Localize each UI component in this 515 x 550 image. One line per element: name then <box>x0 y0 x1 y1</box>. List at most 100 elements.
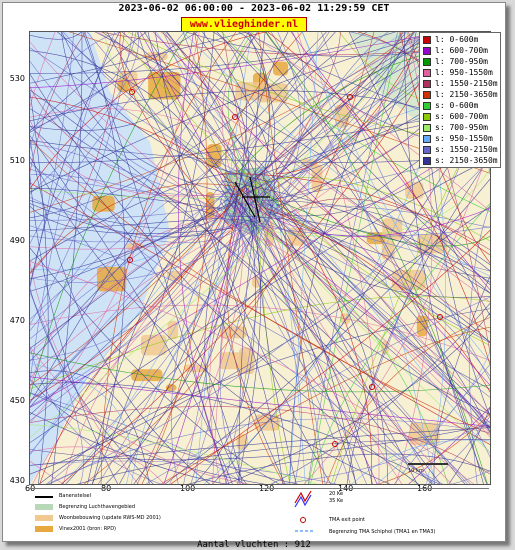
flight-track <box>30 189 225 361</box>
flight-track <box>147 32 236 212</box>
flight-track <box>30 47 276 199</box>
flight-track <box>30 32 330 403</box>
flight-track <box>30 130 490 408</box>
flight-track <box>226 312 490 484</box>
flight-track <box>170 202 231 484</box>
legend-label: l: 950-1550m <box>435 68 493 77</box>
key-swatch <box>35 515 53 521</box>
flight-track <box>141 32 208 484</box>
legend-swatch <box>423 68 431 77</box>
flight-track <box>30 139 490 435</box>
legend-label: l: 600-700m <box>435 46 488 55</box>
key-swatch <box>35 504 53 510</box>
flight-track <box>268 168 490 238</box>
flight-count: Aantal vluchten : 912 <box>197 540 311 550</box>
flight-track <box>212 32 247 223</box>
tma-exit-point <box>232 114 238 120</box>
tma-exit-points <box>127 89 443 447</box>
flight-track <box>97 175 276 484</box>
flight-track <box>252 32 404 181</box>
flight-track <box>320 32 490 381</box>
flight-track <box>136 183 250 484</box>
legend-item: s: 600-700m <box>420 111 500 122</box>
key-swatch <box>35 496 53 498</box>
flight-track <box>229 203 490 424</box>
flight-track <box>262 178 372 484</box>
flight-track <box>30 226 259 283</box>
flight-track <box>30 206 490 475</box>
flight-track <box>289 32 319 484</box>
flight-track <box>209 231 260 484</box>
flight-track <box>106 32 284 484</box>
flight-track <box>30 32 198 133</box>
legend-swatch <box>423 90 431 99</box>
url-badge[interactable]: www.vlieghinder.nl <box>181 17 307 32</box>
flight-track <box>232 198 433 484</box>
scale-bar-line <box>408 463 448 465</box>
flight-track <box>30 135 233 484</box>
flight-track <box>193 184 256 484</box>
flight-track <box>30 32 185 245</box>
flight-track <box>30 32 445 89</box>
flight-track <box>234 176 490 242</box>
flight-track <box>30 261 475 484</box>
flight-track <box>30 225 471 484</box>
flight-track <box>279 174 490 333</box>
flight-track <box>276 203 490 433</box>
flight-track <box>448 406 490 484</box>
flight-track <box>30 108 276 184</box>
flight-track <box>32 197 275 484</box>
flight-track <box>164 32 326 484</box>
flight-track <box>30 39 490 340</box>
flight-track <box>221 180 490 283</box>
flight-track <box>30 203 245 238</box>
tma-exit-point <box>332 441 338 447</box>
flight-track <box>97 32 490 303</box>
flight-track <box>30 392 299 484</box>
flight-track <box>63 187 263 484</box>
y-tick-470: 470 <box>9 316 25 325</box>
flight-track <box>468 204 490 484</box>
flight-track <box>160 32 238 203</box>
flight-track <box>245 189 403 484</box>
flight-track <box>30 32 268 190</box>
flight-track <box>30 32 82 40</box>
flight-track <box>30 184 236 401</box>
flight-map <box>29 31 491 485</box>
legend-label: l: 0-600m <box>435 35 479 44</box>
flight-track <box>131 217 273 484</box>
flight-track <box>30 424 490 461</box>
flight-track <box>303 145 490 484</box>
flight-track <box>61 32 242 196</box>
flight-track <box>297 32 380 484</box>
flight-track <box>267 32 490 366</box>
flight-track <box>100 32 237 484</box>
flight-track <box>30 189 222 199</box>
flight-track <box>289 32 414 484</box>
flight-track <box>30 156 391 484</box>
flight-track <box>30 247 280 484</box>
runway-1 <box>234 181 256 218</box>
flight-track <box>154 32 286 484</box>
flight-track <box>30 32 87 174</box>
flight-track <box>91 32 215 484</box>
tma-exit-point <box>369 384 375 390</box>
legend-label: s: 950-1550m <box>435 134 493 143</box>
flight-track <box>451 470 490 484</box>
flight-track <box>30 32 125 274</box>
flight-track <box>433 275 490 484</box>
flight-track <box>30 424 318 484</box>
flight-track <box>226 171 285 484</box>
legend-swatch <box>423 79 431 88</box>
flight-track <box>427 415 490 484</box>
flight-track <box>246 32 490 212</box>
runway-3 <box>249 176 261 223</box>
flight-track <box>30 212 229 271</box>
flight-track <box>30 89 441 484</box>
flight-track <box>219 200 490 415</box>
legend-item: l: 0-600m <box>420 34 500 45</box>
legend-swatch <box>423 112 431 121</box>
key-label: Banenstelsel <box>59 493 92 499</box>
flight-track <box>30 345 162 484</box>
key-label: Woonbebouwing (update RWS-MD 2001) <box>59 515 161 521</box>
